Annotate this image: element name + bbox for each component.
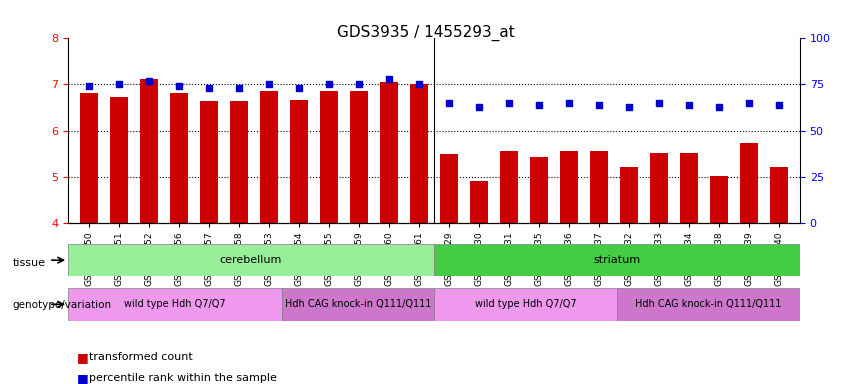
FancyBboxPatch shape: [282, 288, 434, 321]
Bar: [290, 100, 308, 223]
Point: [382, 76, 396, 82]
Bar: [260, 91, 278, 223]
Text: ■: ■: [77, 351, 89, 364]
FancyBboxPatch shape: [434, 288, 617, 321]
Bar: [590, 151, 608, 223]
Point: [592, 102, 606, 108]
Point: [742, 100, 756, 106]
Point: [112, 81, 126, 88]
Bar: [410, 84, 428, 223]
Text: cerebellum: cerebellum: [220, 255, 283, 265]
Bar: [350, 91, 368, 223]
FancyBboxPatch shape: [68, 244, 434, 276]
Bar: [230, 101, 248, 223]
Bar: [560, 151, 578, 223]
Point: [142, 78, 156, 84]
Bar: [80, 93, 98, 223]
Text: GDS3935 / 1455293_at: GDS3935 / 1455293_at: [337, 25, 514, 41]
Point: [683, 102, 696, 108]
Bar: [200, 101, 218, 223]
Bar: [440, 154, 458, 223]
Point: [292, 85, 306, 91]
Bar: [110, 98, 128, 223]
Bar: [740, 144, 758, 223]
Text: ■: ■: [77, 372, 89, 384]
Text: wild type Hdh Q7/Q7: wild type Hdh Q7/Q7: [475, 299, 576, 310]
Bar: [500, 151, 518, 223]
Point: [232, 85, 246, 91]
Point: [443, 100, 456, 106]
Bar: [620, 167, 638, 223]
Point: [323, 81, 336, 88]
Point: [622, 104, 636, 110]
Bar: [170, 93, 188, 223]
Text: tissue: tissue: [13, 258, 46, 268]
Bar: [650, 153, 668, 223]
Text: Hdh CAG knock-in Q111/Q111: Hdh CAG knock-in Q111/Q111: [635, 299, 782, 310]
Bar: [140, 79, 158, 223]
Text: wild type Hdh Q7/Q7: wild type Hdh Q7/Q7: [124, 299, 226, 310]
Point: [83, 83, 96, 89]
Bar: [320, 91, 338, 223]
Point: [203, 85, 216, 91]
Bar: [470, 181, 488, 223]
Point: [352, 81, 366, 88]
FancyBboxPatch shape: [617, 288, 800, 321]
Point: [502, 100, 516, 106]
Text: percentile rank within the sample: percentile rank within the sample: [89, 373, 277, 383]
Bar: [770, 167, 788, 223]
Point: [412, 81, 426, 88]
Text: Hdh CAG knock-in Q111/Q111: Hdh CAG knock-in Q111/Q111: [284, 299, 431, 310]
Point: [532, 102, 545, 108]
Text: striatum: striatum: [593, 255, 641, 265]
Point: [652, 100, 665, 106]
FancyBboxPatch shape: [434, 244, 800, 276]
FancyBboxPatch shape: [68, 288, 282, 321]
Bar: [530, 157, 548, 223]
Text: genotype/variation: genotype/variation: [13, 300, 111, 310]
Point: [172, 83, 186, 89]
Bar: [380, 82, 398, 223]
Point: [712, 104, 726, 110]
Bar: [710, 176, 728, 223]
Bar: [680, 153, 698, 223]
Point: [472, 104, 486, 110]
Point: [262, 81, 276, 88]
Point: [563, 100, 576, 106]
Text: transformed count: transformed count: [89, 352, 193, 362]
Point: [772, 102, 785, 108]
